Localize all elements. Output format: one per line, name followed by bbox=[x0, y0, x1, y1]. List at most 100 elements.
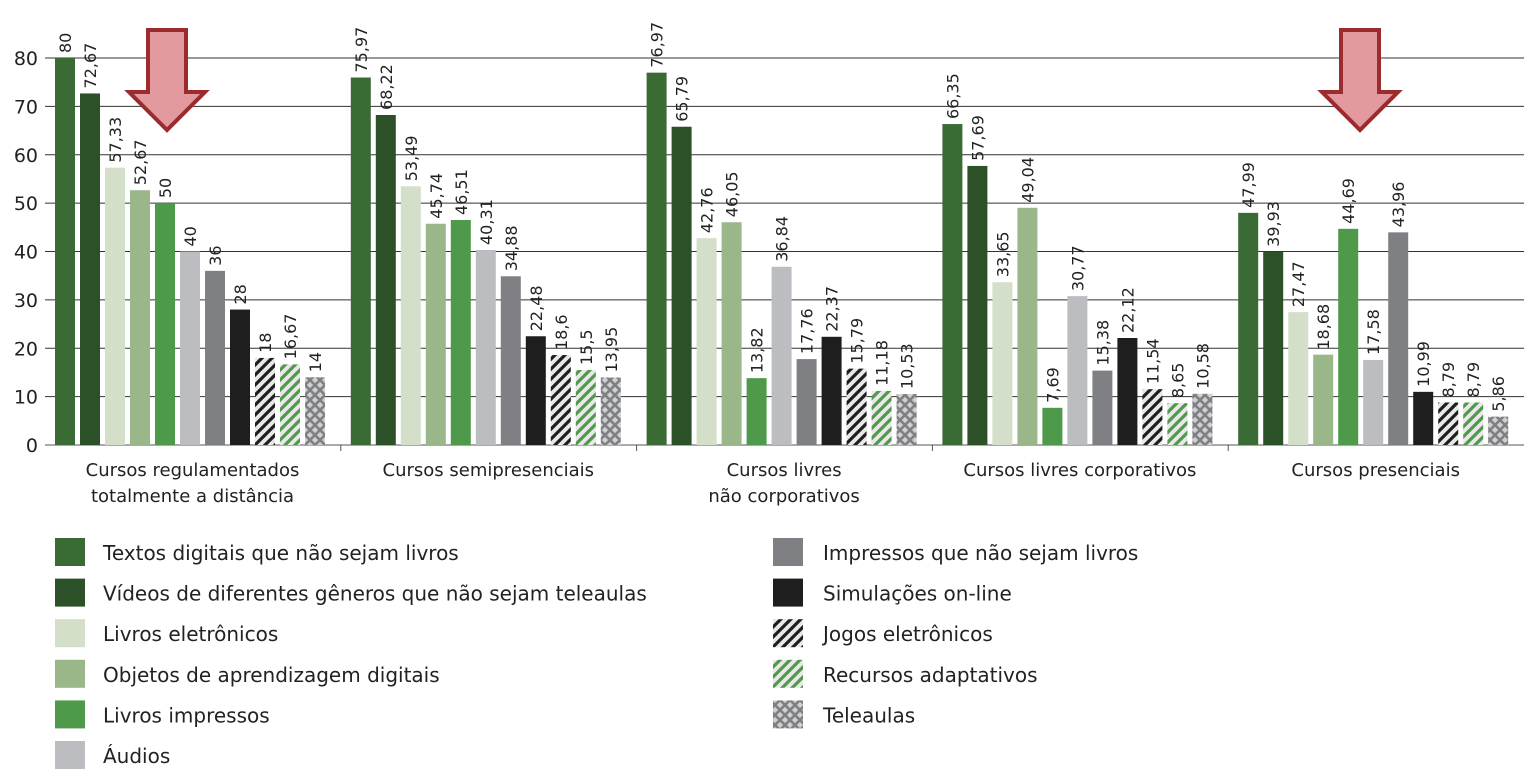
bar bbox=[1263, 251, 1284, 445]
arrow bbox=[124, 28, 210, 133]
value-label: 80 bbox=[56, 33, 75, 53]
value-label: 53,49 bbox=[402, 135, 421, 181]
bar bbox=[746, 378, 767, 445]
legend-label: Livros impressos bbox=[103, 703, 270, 727]
value-label: 46,51 bbox=[452, 169, 471, 215]
legend-label: Simulações on-line bbox=[823, 582, 1012, 606]
legend-label: Recursos adaptativos bbox=[823, 663, 1038, 687]
bar bbox=[992, 282, 1013, 445]
bar bbox=[80, 93, 100, 446]
value-label: 30,77 bbox=[1068, 245, 1087, 291]
value-label: 16,67 bbox=[281, 314, 300, 360]
bar bbox=[205, 270, 225, 445]
bar bbox=[475, 250, 496, 445]
value-label: 75,97 bbox=[352, 27, 371, 73]
bar bbox=[575, 370, 596, 445]
legend-swatch bbox=[55, 659, 85, 688]
bar bbox=[1067, 296, 1088, 445]
value-label: 5,86 bbox=[1489, 376, 1508, 412]
value-label: 40 bbox=[181, 226, 200, 246]
bar bbox=[280, 364, 300, 445]
value-label: 15,5 bbox=[577, 329, 596, 365]
y-tick-label: 0 bbox=[26, 435, 38, 457]
y-tick-label: 10 bbox=[14, 387, 38, 409]
value-label: 13,82 bbox=[748, 327, 767, 373]
x-tick-label: Cursos livres não corporativos bbox=[708, 460, 859, 507]
y-tick-label: 50 bbox=[14, 193, 38, 215]
bar bbox=[500, 276, 521, 445]
y-tick-label: 80 bbox=[14, 48, 38, 70]
value-label: 33,65 bbox=[993, 231, 1012, 277]
bar bbox=[967, 165, 988, 445]
bar bbox=[796, 359, 817, 445]
bar bbox=[1142, 389, 1163, 445]
value-label: 14 bbox=[306, 352, 325, 372]
value-label: 34,88 bbox=[502, 225, 521, 271]
value-label: 15,38 bbox=[1093, 320, 1112, 366]
value-label: 11,18 bbox=[873, 340, 892, 386]
value-label: 13,95 bbox=[602, 327, 621, 373]
bar bbox=[450, 220, 471, 445]
value-label: 27,47 bbox=[1289, 261, 1308, 307]
x-tick-label: Cursos livres corporativos bbox=[963, 460, 1196, 481]
bar bbox=[1313, 354, 1334, 445]
bar bbox=[1363, 359, 1384, 445]
value-label: 42,76 bbox=[698, 187, 717, 233]
bar bbox=[550, 355, 571, 445]
bar bbox=[1117, 337, 1138, 445]
bar bbox=[1017, 207, 1038, 445]
bar bbox=[671, 126, 692, 445]
value-label: 15,79 bbox=[848, 318, 867, 364]
bar bbox=[1488, 416, 1509, 445]
bar bbox=[1238, 212, 1259, 445]
arrow bbox=[1317, 28, 1403, 133]
bar bbox=[1338, 228, 1359, 445]
bar bbox=[155, 203, 175, 445]
legend-swatch bbox=[55, 619, 85, 648]
value-label: 40,31 bbox=[477, 199, 496, 245]
legend-swatch bbox=[773, 700, 803, 729]
bar bbox=[350, 77, 371, 446]
legend-label: Livros eletrônicos bbox=[103, 622, 278, 646]
bar bbox=[375, 114, 396, 445]
bar bbox=[305, 377, 325, 445]
value-label: 68,22 bbox=[377, 64, 396, 110]
value-label: 49,04 bbox=[1018, 157, 1037, 203]
y-tick-label: 60 bbox=[14, 145, 38, 167]
value-label: 22,12 bbox=[1118, 287, 1137, 333]
value-label: 39,93 bbox=[1264, 201, 1283, 247]
value-label: 8,65 bbox=[1168, 363, 1187, 399]
bar bbox=[1438, 402, 1459, 445]
value-label: 22,37 bbox=[823, 286, 842, 332]
bar bbox=[1192, 393, 1213, 445]
value-label: 18,6 bbox=[552, 314, 571, 350]
bar bbox=[180, 251, 200, 445]
legend-swatch bbox=[773, 619, 803, 648]
bar bbox=[525, 336, 546, 445]
legend-swatch bbox=[55, 538, 85, 566]
bar bbox=[721, 222, 742, 445]
legend-label: Impressos que não sejam livros bbox=[823, 541, 1138, 565]
value-label: 46,05 bbox=[723, 171, 742, 217]
value-label: 36,84 bbox=[773, 216, 792, 262]
bar bbox=[1413, 391, 1434, 445]
legend-swatch bbox=[55, 741, 85, 769]
y-tick-label: 70 bbox=[14, 96, 38, 118]
value-label: 10,99 bbox=[1414, 341, 1433, 387]
bar bbox=[230, 309, 250, 445]
bar bbox=[771, 266, 792, 445]
legend-label: Objetos de aprendizagem digitais bbox=[103, 663, 440, 687]
legend-swatch bbox=[773, 659, 803, 688]
value-label: 45,74 bbox=[427, 173, 446, 219]
legend-label: Áudios bbox=[103, 744, 170, 768]
value-label: 72,67 bbox=[81, 43, 100, 89]
x-tick-label: Cursos regulamentados totalmente a distân… bbox=[86, 460, 300, 507]
bar bbox=[846, 368, 867, 445]
legend-label: Teleaulas bbox=[822, 703, 915, 727]
value-label: 66,35 bbox=[943, 73, 962, 119]
value-label: 18 bbox=[256, 333, 275, 353]
x-tick-label: Cursos semipresenciais bbox=[383, 460, 595, 481]
value-label: 57,33 bbox=[106, 117, 125, 163]
value-label: 50 bbox=[156, 178, 175, 198]
